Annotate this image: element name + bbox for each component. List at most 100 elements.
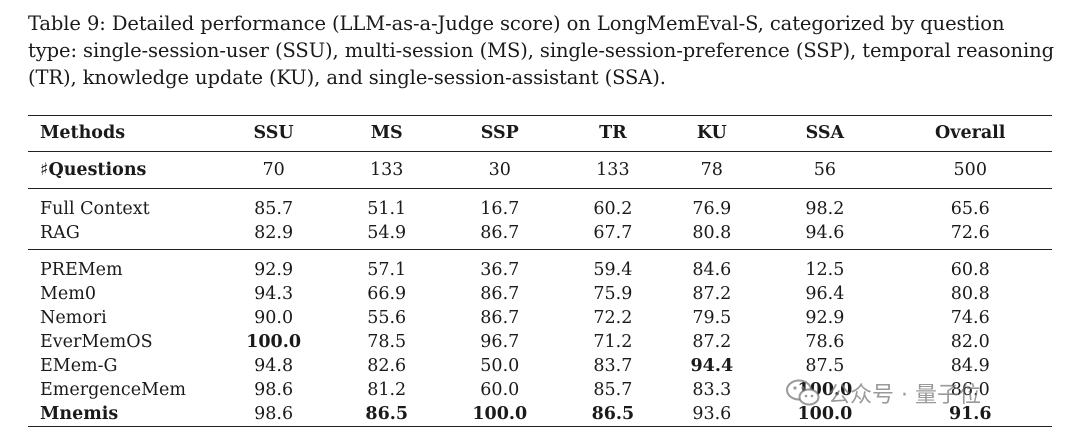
cell-ssp: 100.0 bbox=[436, 402, 564, 427]
cell-tr: 71.2 bbox=[593, 332, 633, 352]
cell-ku: 79.5 bbox=[692, 308, 732, 328]
cell-ssa: 100.0 bbox=[761, 402, 889, 427]
cell-ku: 84.6 bbox=[692, 260, 732, 280]
cell-overall: 65.6 bbox=[950, 199, 990, 219]
cell-ssu: 98.6 bbox=[210, 402, 338, 427]
cell-ssp: 86.7 bbox=[480, 284, 520, 304]
col-header-ssa: SSA bbox=[761, 115, 889, 152]
cell-ssu: 100.0 bbox=[246, 332, 302, 352]
row-label: PREMem bbox=[40, 260, 123, 280]
cell-ku: 83.3 bbox=[692, 380, 732, 400]
cell-tr: 59.4 bbox=[593, 260, 633, 280]
table-row: Full Context 85.7 51.1 16.7 60.2 76.9 98… bbox=[28, 189, 1052, 222]
cell-ssa: 78.6 bbox=[805, 332, 845, 352]
cell-overall: 60.8 bbox=[950, 260, 990, 280]
cell-ms: 51.1 bbox=[367, 199, 407, 219]
cell-overall: 500 bbox=[888, 151, 1052, 189]
cell-ms: 81.2 bbox=[367, 380, 407, 400]
cell-ssp: 36.7 bbox=[480, 260, 520, 280]
cell-tr: 86.5 bbox=[563, 402, 663, 427]
table-row: EmergenceMem 98.6 81.2 60.0 85.7 83.3 10… bbox=[28, 378, 1052, 402]
cell-ku: 93.6 bbox=[662, 402, 762, 427]
cell-ms: 86.5 bbox=[337, 402, 437, 427]
cell-ms: 55.6 bbox=[367, 308, 407, 328]
table-caption: Table 9: Detailed performance (LLM-as-a-… bbox=[28, 12, 1054, 89]
cell-ku: 94.4 bbox=[690, 356, 734, 376]
cell-tr: 60.2 bbox=[593, 199, 633, 219]
cell-tr: 75.9 bbox=[593, 284, 633, 304]
cell-overall: 84.9 bbox=[950, 356, 990, 376]
cell-ssa: 100.0 bbox=[797, 380, 853, 400]
cell-ms: 66.9 bbox=[367, 284, 407, 304]
cell-overall: 91.6 bbox=[888, 402, 1052, 427]
cell-tr: 67.7 bbox=[563, 221, 663, 250]
row-label: RAG bbox=[28, 221, 210, 250]
cell-ku: 87.2 bbox=[692, 284, 732, 304]
cell-ssp: 86.7 bbox=[436, 221, 564, 250]
cell-tr: 83.7 bbox=[593, 356, 633, 376]
cell-ku: 76.9 bbox=[692, 199, 732, 219]
cell-ssu: 94.3 bbox=[254, 284, 294, 304]
cell-ssa: 56 bbox=[761, 151, 889, 189]
cell-ssu: 82.9 bbox=[210, 221, 338, 250]
col-header-ssu: SSU bbox=[210, 115, 338, 152]
cell-ms: 54.9 bbox=[337, 221, 437, 250]
cell-tr: 133 bbox=[563, 151, 663, 189]
cell-ssu: 98.6 bbox=[254, 380, 294, 400]
cell-ms: 133 bbox=[337, 151, 437, 189]
cell-ssa: 98.2 bbox=[805, 199, 845, 219]
row-label: ♯Questions bbox=[28, 151, 210, 189]
col-header-ku: KU bbox=[662, 115, 762, 152]
cell-ssu: 90.0 bbox=[254, 308, 294, 328]
cell-ssa: 96.4 bbox=[805, 284, 845, 304]
col-header-tr: TR bbox=[563, 115, 663, 152]
cell-ssp: 86.7 bbox=[480, 308, 520, 328]
cell-ssp: 60.0 bbox=[480, 380, 520, 400]
table-row: EMem-G 94.8 82.6 50.0 83.7 94.4 87.5 84.… bbox=[28, 354, 1052, 378]
cell-ssa: 12.5 bbox=[805, 260, 845, 280]
cell-ku: 80.8 bbox=[662, 221, 762, 250]
cell-overall: 74.6 bbox=[950, 308, 990, 328]
col-header-ssp: SSP bbox=[436, 115, 564, 152]
cell-ssu: 92.9 bbox=[254, 260, 294, 280]
row-label: Nemori bbox=[40, 308, 107, 328]
questions-count-row: ♯Questions 70 133 30 133 78 56 500 bbox=[28, 151, 1052, 189]
row-label: Mnemis bbox=[28, 402, 210, 427]
row-label: Full Context bbox=[40, 199, 150, 219]
cell-tr: 85.7 bbox=[593, 380, 633, 400]
cell-overall: 72.6 bbox=[888, 221, 1052, 250]
cell-ssp: 50.0 bbox=[480, 356, 520, 376]
cell-tr: 72.2 bbox=[593, 308, 633, 328]
cell-ssa: 87.5 bbox=[805, 356, 845, 376]
cell-overall: 82.0 bbox=[950, 332, 990, 352]
row-label: EmergenceMem bbox=[40, 380, 186, 400]
cell-overall: 86.0 bbox=[950, 380, 990, 400]
table-row: Mem0 94.3 66.9 86.7 75.9 87.2 96.4 80.8 bbox=[28, 282, 1052, 306]
cell-ssu: 85.7 bbox=[254, 199, 294, 219]
cell-ssp: 30 bbox=[436, 151, 564, 189]
cell-ssp: 16.7 bbox=[480, 199, 520, 219]
table-row: Mnemis 98.6 86.5 100.0 86.5 93.6 100.0 9… bbox=[28, 402, 1052, 427]
results-table-container: Methods SSU MS SSP TR KU SSA Overall ♯Qu… bbox=[28, 115, 1052, 427]
cell-ssu: 94.8 bbox=[254, 356, 294, 376]
row-label: EverMemOS bbox=[40, 332, 153, 352]
cell-ku: 87.2 bbox=[692, 332, 732, 352]
table-row: Nemori 90.0 55.6 86.7 72.2 79.5 92.9 74.… bbox=[28, 306, 1052, 330]
table-header-row: Methods SSU MS SSP TR KU SSA Overall bbox=[28, 115, 1052, 152]
row-label: EMem-G bbox=[40, 356, 118, 376]
table-row: EverMemOS 100.0 78.5 96.7 71.2 87.2 78.6… bbox=[28, 330, 1052, 354]
row-label: Mem0 bbox=[40, 284, 97, 304]
col-header-methods: Methods bbox=[28, 115, 210, 152]
cell-ssp: 96.7 bbox=[480, 332, 520, 352]
cell-ssa: 94.6 bbox=[761, 221, 889, 250]
cell-ssu: 70 bbox=[210, 151, 338, 189]
table-row: RAG 82.9 54.9 86.7 67.7 80.8 94.6 72.6 bbox=[28, 221, 1052, 250]
cell-ku: 78 bbox=[662, 151, 762, 189]
cell-ms: 57.1 bbox=[367, 260, 407, 280]
col-header-overall: Overall bbox=[888, 115, 1052, 152]
results-table: Methods SSU MS SSP TR KU SSA Overall ♯Qu… bbox=[28, 115, 1052, 427]
table-row: PREMem 92.9 57.1 36.7 59.4 84.6 12.5 60.… bbox=[28, 250, 1052, 283]
cell-overall: 80.8 bbox=[950, 284, 990, 304]
cell-ms: 78.5 bbox=[367, 332, 407, 352]
col-header-ms: MS bbox=[337, 115, 437, 152]
